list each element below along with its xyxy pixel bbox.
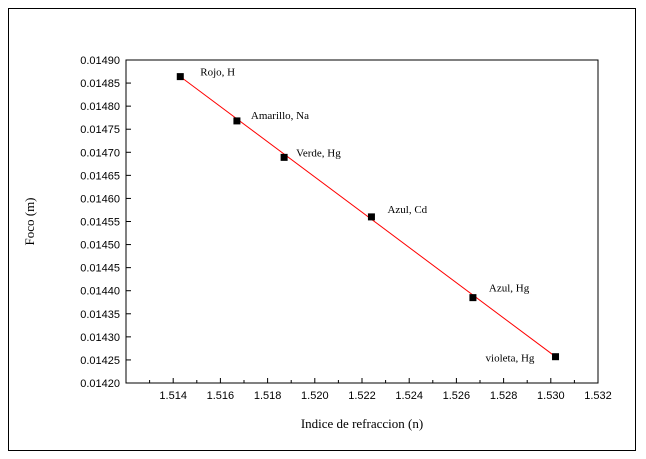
point-label: violeta, Hg: [486, 353, 535, 365]
y-tick-label: 0.01465: [80, 170, 120, 182]
data-point: [469, 294, 477, 302]
data-point: [367, 213, 375, 221]
x-tick-label: 1.520: [301, 390, 329, 402]
point-label: Azul, Hg: [489, 283, 530, 295]
y-tick-label: 0.01455: [80, 217, 120, 229]
y-tick-label: 0.01430: [80, 332, 120, 344]
y-tick-label: 0.01460: [80, 193, 120, 205]
y-tick-label: 0.01435: [80, 309, 120, 321]
data-point: [552, 353, 560, 361]
y-tick-label: 0.01475: [80, 124, 120, 136]
y-tick-label: 0.01470: [80, 147, 120, 159]
y-tick-label: 0.01485: [80, 78, 120, 90]
fit-line: [179, 76, 556, 358]
x-axis-title: Indice de refraccion (n): [301, 416, 423, 431]
x-tick-label: 1.526: [443, 390, 471, 402]
data-points: Rojo, H Amarillo, Na Verde, Hg Azul, Cd Azul…: [176, 67, 560, 365]
y-axis: 0.01420 0.01425 0.01430 0.01435 0.01440 0.014…: [80, 55, 131, 390]
y-axis-title: Foco (m): [22, 197, 37, 245]
x-tick-label: 1.516: [207, 390, 235, 402]
y-tick-label: 0.01420: [80, 378, 120, 390]
x-tick-label: 1.518: [254, 390, 282, 402]
point-label: Azul, Cd: [387, 204, 427, 216]
x-tick-label: 1.522: [348, 390, 376, 402]
data-point: [280, 153, 288, 161]
x-tick-label: 1.530: [537, 390, 565, 402]
point-label: Amarillo, Na: [251, 110, 309, 122]
x-tick-label: 1.524: [395, 390, 423, 402]
x-tick-label: 1.528: [490, 390, 518, 402]
y-tick-label: 0.01440: [80, 286, 120, 298]
y-tick-label: 0.01445: [80, 263, 120, 275]
point-label: Rojo, H: [200, 67, 235, 79]
y-tick-label: 0.01490: [80, 55, 120, 67]
point-label: Verde, Hg: [296, 147, 341, 159]
x-axis: 1.514 1.516 1.518 1.520 1.522 1.524 1.526 1.528…: [125, 378, 612, 402]
data-point: [233, 117, 241, 125]
data-point: [176, 73, 184, 81]
y-tick-label: 0.01450: [80, 240, 120, 252]
y-tick-label: 0.01425: [80, 355, 120, 367]
y-tick-label: 0.01480: [80, 101, 120, 113]
chart-frame: [8, 8, 636, 451]
x-tick-label: 1.532: [584, 390, 612, 402]
plot-area: [125, 59, 599, 384]
x-tick-label: 1.514: [159, 390, 187, 402]
